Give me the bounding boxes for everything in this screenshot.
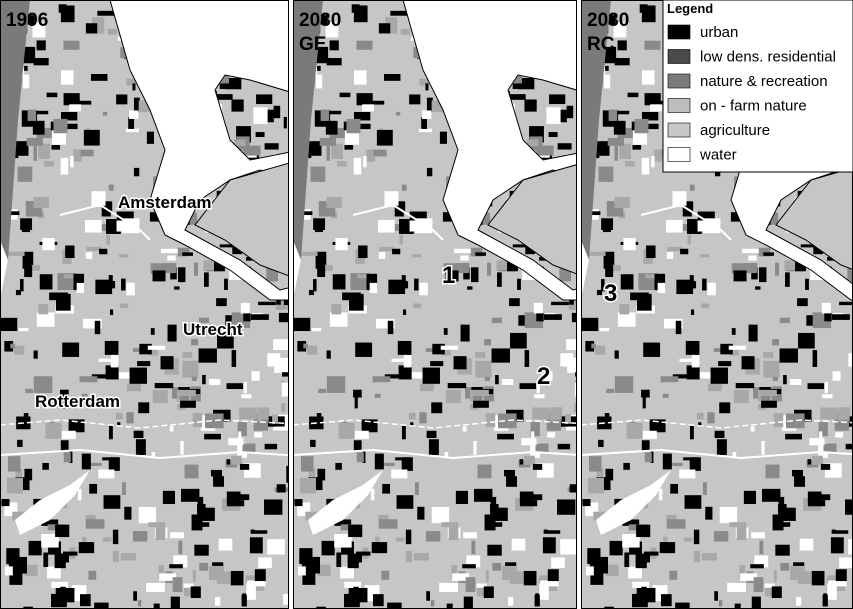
legend-swatch [668,99,690,113]
legend-label: water [699,147,737,164]
legend-label: on - farm nature [700,98,807,115]
area-marker: 3 [604,280,617,307]
area-marker: 2 [537,363,550,390]
panel-title: 2030 [299,10,341,31]
land-use-map [293,0,609,609]
map-area [293,0,609,609]
legend-swatch [668,148,690,162]
map-panel: 2030 GE [293,0,609,609]
city-label: Utrecht [183,320,243,339]
legend-title: Legend [667,1,713,16]
city-label: Amsterdam [118,193,212,212]
panel-title: 2030 [587,10,629,31]
legend-swatch [668,74,690,88]
land-use-map [0,0,316,609]
map-figure: 1996 2030 GE 2030 RC Legend urban low dens. r… [0,0,853,609]
legend-label: urban [700,24,738,41]
legend-swatch [668,50,690,64]
legend-label: nature & recreation [700,73,828,90]
map-area [0,0,316,609]
legend-swatch [668,123,690,137]
panel-title: 1996 [6,10,48,31]
legend-label: agriculture [700,122,770,139]
legend-label: low dens. residential [700,49,836,66]
map-panel: 1996 [0,0,316,609]
legend: Legend urban low dens. residential nature … [663,0,853,172]
area-marker: 1 [442,262,455,289]
panel-title: RC [587,34,615,55]
city-label: Rotterdam [35,392,120,411]
legend-swatch [668,25,690,39]
panel-title: GE [299,34,326,55]
